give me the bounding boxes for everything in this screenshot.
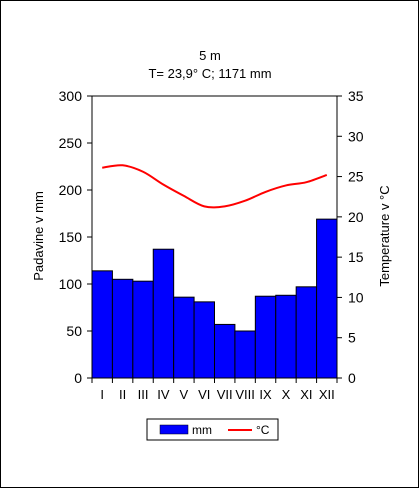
right-tick-label: 0 [348,370,356,386]
bar-I [91,270,113,379]
bar-VIII [234,330,256,379]
x-tick-label: XI [300,387,312,402]
x-tick-label: XII [319,387,335,402]
bar-XII [316,218,338,379]
right-tick-label: 5 [348,330,356,346]
bar-IX [254,295,277,379]
x-tick-label: V [180,387,189,402]
x-tick-label: X [282,387,291,402]
x-tick-label: VIII [235,387,255,402]
x-tick-label: VII [217,387,233,402]
bar-XI [295,286,318,379]
x-tick-label: IV [157,387,170,402]
bar-II [111,278,134,379]
left-tick-label: 200 [59,182,83,198]
x-tick-label: IX [259,387,272,402]
legend: mm °C [146,418,279,441]
temperature-line [102,164,328,209]
right-tick-label: 10 [348,289,364,305]
right-tick-label: 35 [348,88,364,104]
right-tick-label: 25 [348,169,364,185]
bar-V [173,296,195,379]
right-tick-label: 30 [348,128,364,144]
bar-III [132,280,154,379]
x-tick-label: II [119,387,126,402]
left-tick-label: 150 [59,229,83,245]
bar-VI [193,301,215,379]
right-tick-label: 15 [348,249,364,265]
left-axis-label: Padavine v mm [31,191,46,281]
x-tick-label: VI [198,387,210,402]
left-tick-label: 50 [66,323,82,339]
left-tick-label: 250 [59,135,83,151]
left-tick-label: 0 [74,370,82,386]
right-axis-label: Temperature v °C [377,185,392,286]
left-tick-label: 100 [59,276,83,292]
chart-title: 5 m [199,48,221,63]
x-tick-label: III [138,387,149,402]
bar-X [275,294,297,379]
left-tick-label: 300 [59,88,83,104]
legend-swatch-mm [159,424,189,435]
x-tick-label: I [100,387,104,402]
legend-box [146,418,279,441]
legend-label-mm: mm [192,423,212,437]
legend-label-temp: °C [256,423,270,437]
bar-VII [214,323,236,379]
right-tick-label: 20 [348,209,364,225]
bar-IV [152,248,175,379]
chart-subtitle: T= 23,9° C; 1171 mm [148,66,271,81]
